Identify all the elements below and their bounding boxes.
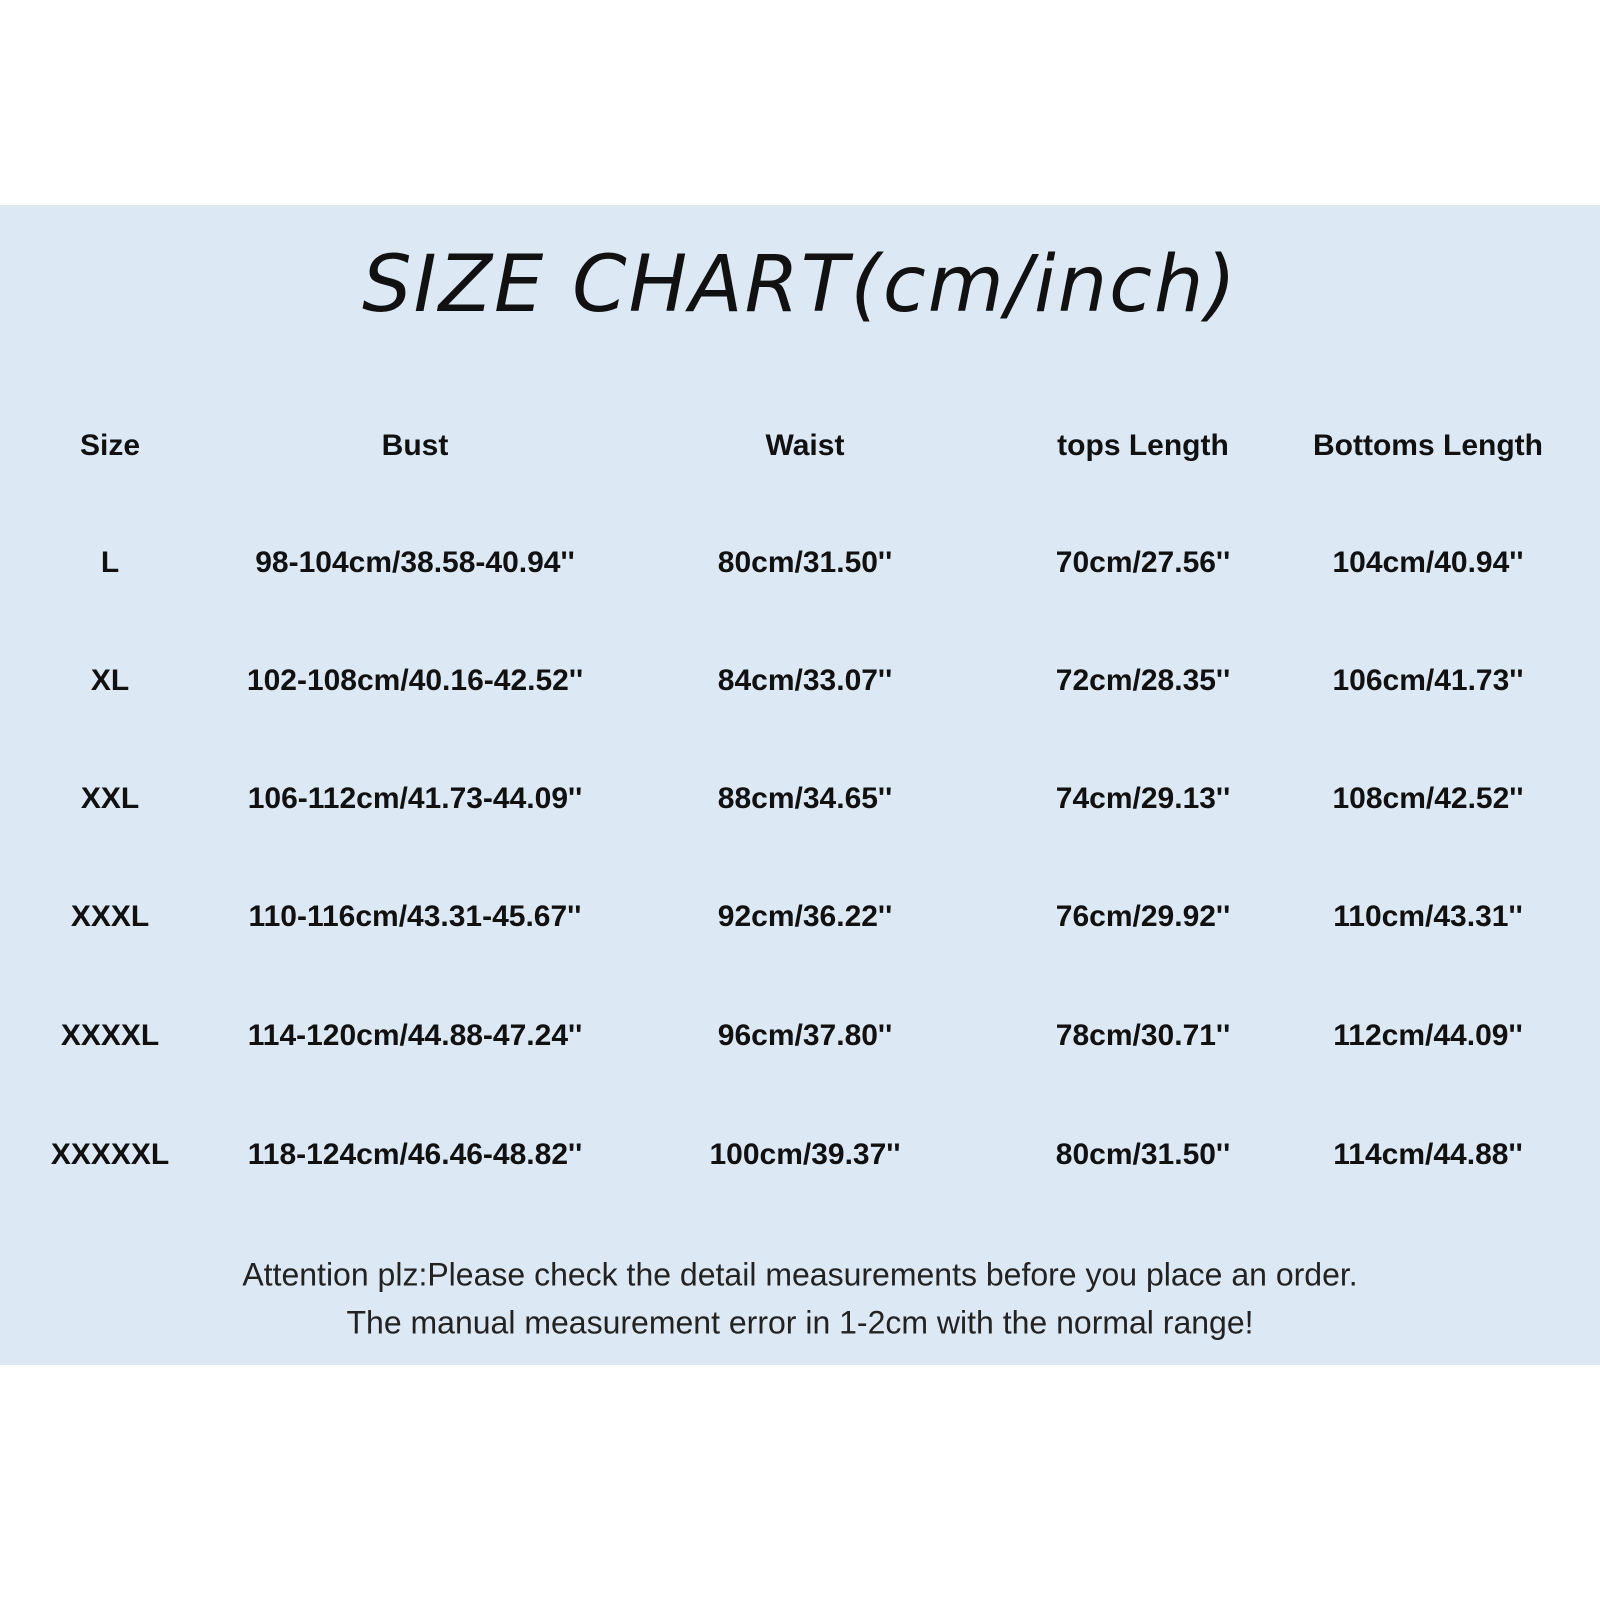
table-cell: 106cm/41.73''	[1332, 664, 1524, 697]
table-cell: 118-124cm/46.46-48.82''	[247, 1138, 583, 1171]
table-cell: 92cm/36.22''	[717, 900, 893, 933]
table-cell: 80cm/31.50''	[1055, 1138, 1231, 1171]
table-cell: 78cm/30.71''	[1055, 1019, 1231, 1052]
table-cell: XXL	[80, 782, 140, 815]
table-cell: 80cm/31.50''	[717, 546, 893, 579]
chart-title: SIZE CHART(cm/inch)	[362, 240, 1238, 330]
column-header: Waist	[765, 429, 845, 462]
column-header: Bust	[381, 429, 449, 462]
table-cell: 70cm/27.56''	[1055, 546, 1231, 579]
table-cell: 76cm/29.92''	[1055, 900, 1231, 933]
measurement-error-note: The manual measurement error in 1-2cm wi…	[346, 1304, 1254, 1341]
table-cell: XL	[90, 664, 130, 697]
column-header: tops Length	[1057, 429, 1229, 462]
table-cell: 114cm/44.88''	[1333, 1138, 1523, 1171]
table-cell: 104cm/40.94''	[1332, 546, 1524, 579]
table-cell: 112cm/44.09''	[1333, 1019, 1523, 1052]
table-cell: 88cm/34.65''	[717, 782, 893, 815]
table-cell: 74cm/29.13''	[1055, 782, 1231, 815]
column-header: Bottoms Length	[1313, 429, 1543, 462]
table-cell: XXXXXL	[50, 1138, 170, 1171]
table-cell: XXXXL	[60, 1019, 160, 1052]
table-cell: XXXL	[70, 900, 150, 933]
attention-note: Attention plz:Please check the detail me…	[242, 1256, 1358, 1293]
table-cell: 106-112cm/41.73-44.09''	[247, 782, 583, 815]
table-cell: 96cm/37.80''	[717, 1019, 893, 1052]
table-cell: 102-108cm/40.16-42.52''	[246, 664, 584, 697]
table-cell: 110-116cm/43.31-45.67''	[248, 900, 582, 933]
table-cell: 98-104cm/38.58-40.94''	[255, 546, 575, 579]
table-cell: 114-120cm/44.88-47.24''	[247, 1019, 583, 1052]
table-cell: 72cm/28.35''	[1055, 664, 1231, 697]
table-cell: L	[100, 546, 120, 579]
table-cell: 108cm/42.52''	[1332, 782, 1524, 815]
table-cell: 100cm/39.37''	[709, 1138, 901, 1171]
table-cell: 110cm/43.31''	[1333, 900, 1523, 933]
column-header: Size	[79, 429, 141, 462]
size-chart-panel	[0, 205, 1600, 1365]
table-cell: 84cm/33.07''	[717, 664, 893, 697]
